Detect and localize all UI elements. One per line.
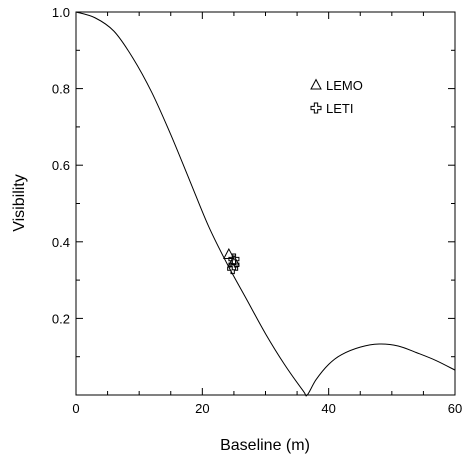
- x-axis-title: Baseline (m): [220, 437, 310, 454]
- x-tick-label: 20: [195, 401, 209, 416]
- y-tick-label: 1.0: [52, 5, 70, 20]
- x-tick-label: 40: [321, 401, 335, 416]
- y-tick-label: 0.6: [52, 158, 70, 173]
- y-axis-ticks: [76, 11, 455, 358]
- leti-point: [227, 263, 239, 275]
- plot-frame: [75, 11, 456, 396]
- y-axis-tick-labels: 0.2 0.4 0.6 0.8 1.0: [52, 5, 70, 326]
- lemo-legend-symbol: [310, 78, 322, 90]
- legend: LEMO LETI: [310, 78, 363, 116]
- x-tick-label: 60: [448, 401, 462, 416]
- y-tick-label: 0.4: [52, 235, 70, 250]
- leti-point: [228, 253, 240, 265]
- y-tick-label: 0.8: [52, 82, 70, 97]
- x-axis-ticks: [75, 12, 456, 395]
- x-tick-label: 0: [72, 401, 79, 416]
- y-tick-label: 0.2: [52, 311, 70, 326]
- x-axis-tick-labels: 0 20 40 60: [72, 401, 462, 416]
- leti-legend-label: LETI: [326, 101, 353, 116]
- y-axis-title: Visibility: [11, 174, 28, 232]
- leti-legend-symbol: [310, 102, 322, 114]
- lemo-legend-label: LEMO: [326, 78, 363, 93]
- visibility-curve: [75, 11, 456, 397]
- data-points: [223, 247, 240, 275]
